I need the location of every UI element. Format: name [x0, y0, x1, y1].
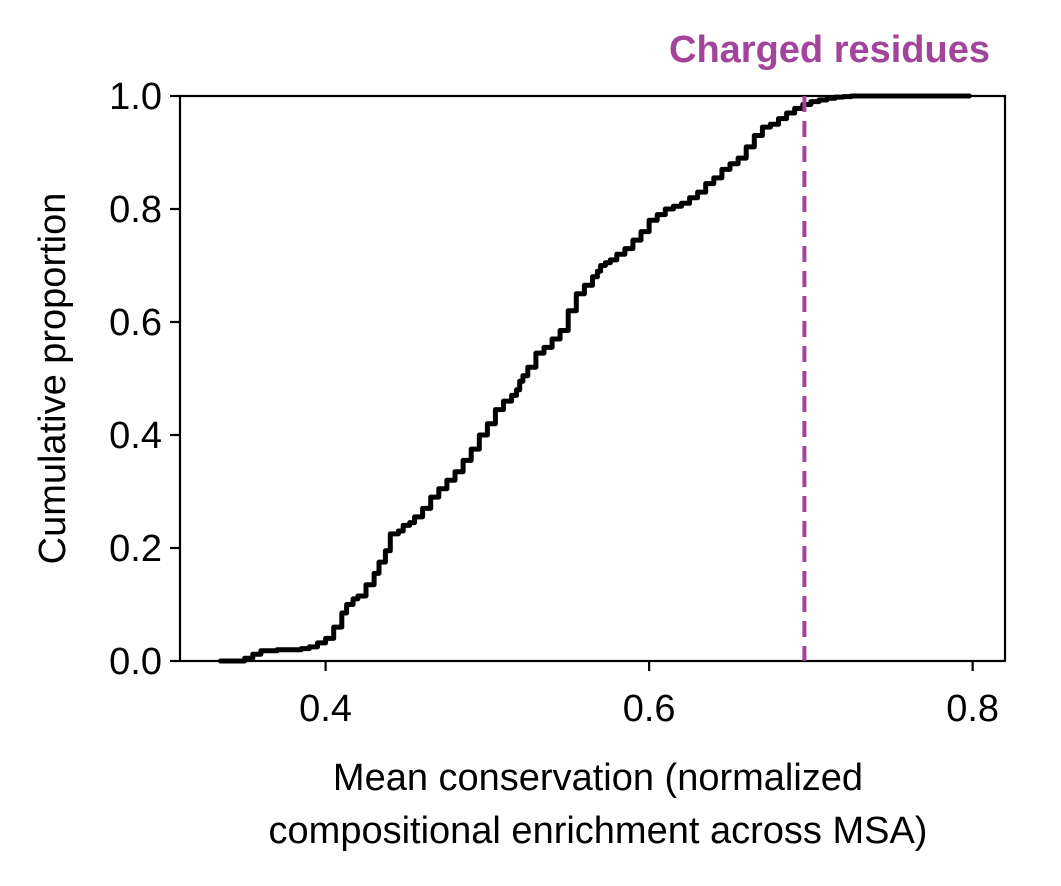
x-axis: 0.4 0.6 0.8 — [299, 661, 999, 730]
x-axis-label-line-1: Mean conservation (normalized — [333, 757, 863, 799]
y-tick-label: 0.2 — [109, 528, 162, 570]
y-tick-label: 1.0 — [109, 76, 162, 118]
x-tick-label: 0.4 — [299, 688, 352, 730]
y-tick-label: 0.0 — [109, 641, 162, 683]
x-tick-label: 0.8 — [946, 688, 999, 730]
plot-area — [178, 93, 1007, 664]
x-tick-label: 0.6 — [623, 688, 676, 730]
y-tick-label: 0.6 — [109, 302, 162, 344]
cdf-line-series-0 — [217, 93, 972, 664]
y-tick-label: 0.8 — [109, 189, 162, 231]
plot-frame — [178, 94, 1007, 663]
annotation-layer: Charged residues — [669, 29, 990, 71]
x-axis-label-line-2: compositional enrichment across MSA) — [269, 810, 928, 852]
annotation-label: Charged residues — [669, 29, 990, 71]
y-tick-label: 0.4 — [109, 415, 162, 457]
y-axis: 0.0 0.2 0.4 0.6 0.8 1.0 — [109, 76, 180, 683]
y-axis-label: Cumulative proportion — [32, 193, 74, 565]
